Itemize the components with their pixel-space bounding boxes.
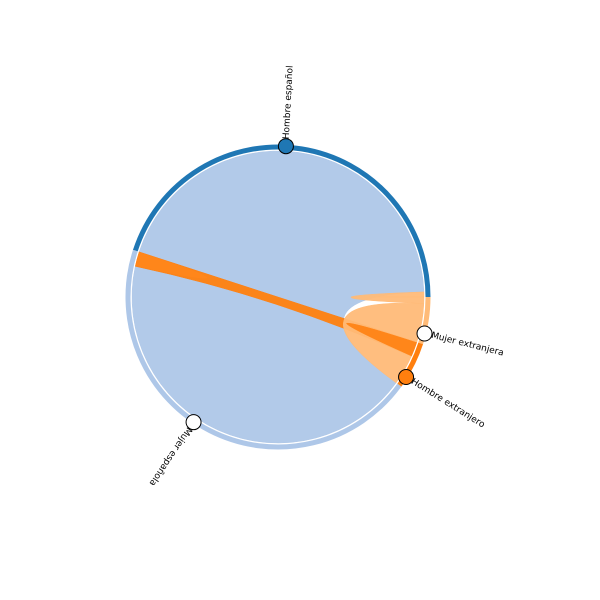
node-marker-mujer-extranjera[interactable] [416,325,433,342]
node-marker-mujer-espanola[interactable] [185,414,202,431]
node-label-mujer-espanola: Mujer española [147,425,194,488]
node-marker-hombre-espanol[interactable] [277,138,294,155]
node-label-hombre-espanol: Hombre español [282,65,296,139]
arc-mujer-espanola [125,249,402,450]
ribbon-hombre-extranjero-to-mujer-extranjera [343,302,425,384]
arc-hombre-espanol [132,144,431,298]
node-label-hombre-extranjero: Hombre extranjero [409,377,487,431]
arc-mujer-extranjera [418,296,431,345]
node-label-mujer-extranjera: Mujer extranjera [430,331,505,359]
ribbon-layer [131,150,425,444]
node-marker-hombre-extranjero[interactable] [398,369,415,386]
arc-hombre-extranjero [397,342,424,387]
marker-layer [185,138,433,431]
arc-layer [125,144,431,450]
